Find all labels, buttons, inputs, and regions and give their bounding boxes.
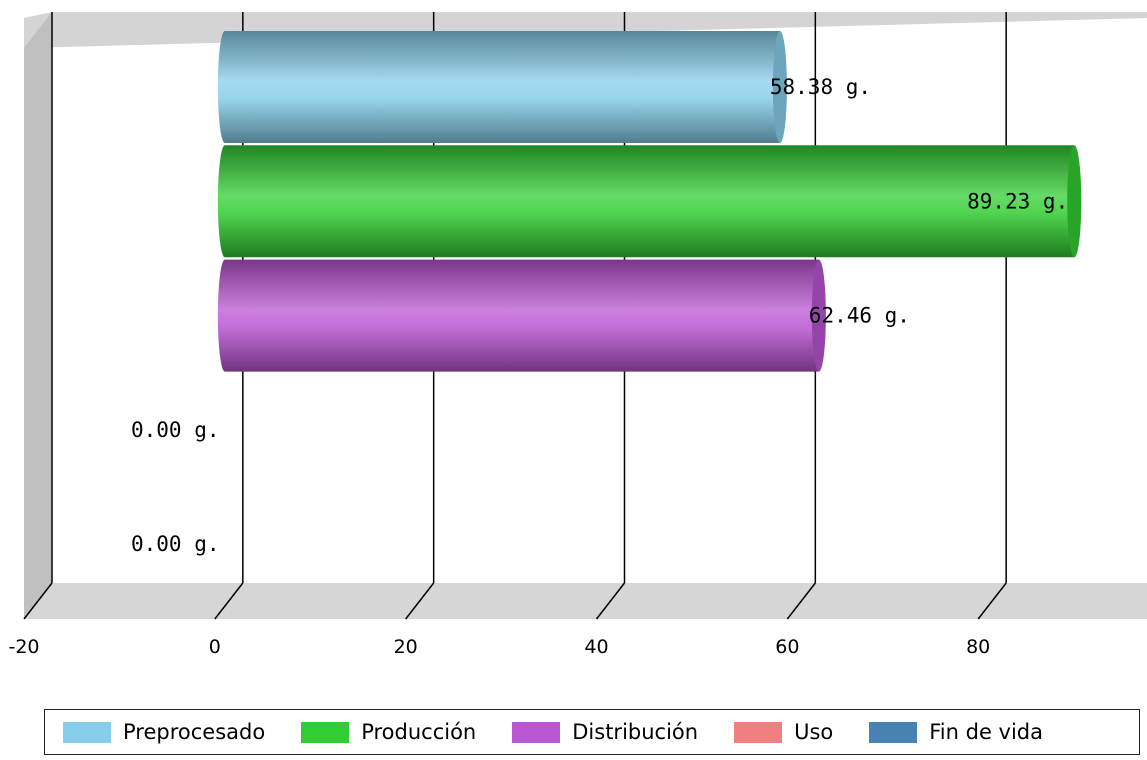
legend-label: Preprocesado bbox=[123, 720, 266, 744]
legend-label: Distribución bbox=[572, 720, 699, 744]
legend-swatch bbox=[512, 721, 561, 743]
bar bbox=[217, 31, 787, 143]
value-labels: 58.38 g. 89.23 g. 62.46 g. 0.00 g. 0.00 g. bbox=[131, 75, 1068, 556]
x-axis-ticks: -20020406080100 bbox=[8, 636, 990, 658]
legend-item: Uso bbox=[734, 720, 833, 744]
value-label: 0.00 g. bbox=[131, 418, 220, 442]
bar bbox=[217, 145, 1082, 258]
bar-end-cap bbox=[772, 31, 787, 143]
legend-item: Distribución bbox=[512, 720, 698, 744]
x-tick-label: 0 bbox=[209, 636, 221, 658]
floor-tick-line bbox=[214, 582, 244, 620]
bar-end-cap bbox=[811, 259, 826, 372]
x-tick-label: 80 bbox=[966, 636, 990, 658]
legend-swatch bbox=[301, 721, 350, 743]
left-wall bbox=[24, 12, 52, 619]
legend-swatch bbox=[63, 721, 111, 743]
bar-end-cap bbox=[1067, 145, 1082, 258]
legend-swatch bbox=[869, 721, 918, 743]
legend: Preprocesado Producción Distribución Uso Fin… bbox=[44, 709, 1140, 755]
floor-tick-line bbox=[405, 582, 435, 620]
floor bbox=[24, 583, 1147, 619]
x-tick-label: 20 bbox=[394, 636, 418, 658]
value-label: 89.23 g. bbox=[967, 189, 1068, 213]
value-label: 62.46 g. bbox=[809, 304, 910, 328]
legend-item: Producción bbox=[301, 720, 476, 744]
x-tick-label: -20 bbox=[8, 636, 39, 658]
floor-tick-line bbox=[786, 582, 816, 620]
legend-item: Fin de vida bbox=[869, 720, 1043, 744]
legend-label: Producción bbox=[361, 720, 477, 744]
legend-item: Preprocesado bbox=[63, 720, 265, 744]
floor-tick-line bbox=[977, 582, 1007, 620]
x-tick-label: 40 bbox=[584, 636, 608, 658]
floor-tick-line bbox=[23, 582, 53, 620]
legend-label: Uso bbox=[794, 720, 834, 744]
legend-label: Fin de vida bbox=[929, 720, 1044, 744]
legend-swatch bbox=[734, 721, 783, 743]
x-tick-label: 60 bbox=[775, 636, 799, 658]
bar-chart: -20020406080100 58.38 g.89.23 g.62.46 g.… bbox=[8, 12, 1147, 658]
bar bbox=[217, 259, 826, 372]
value-label: 58.38 g. bbox=[770, 75, 871, 99]
bars bbox=[217, 31, 1082, 372]
value-label: 0.00 g. bbox=[131, 532, 220, 556]
floor-tick-line bbox=[595, 582, 626, 620]
